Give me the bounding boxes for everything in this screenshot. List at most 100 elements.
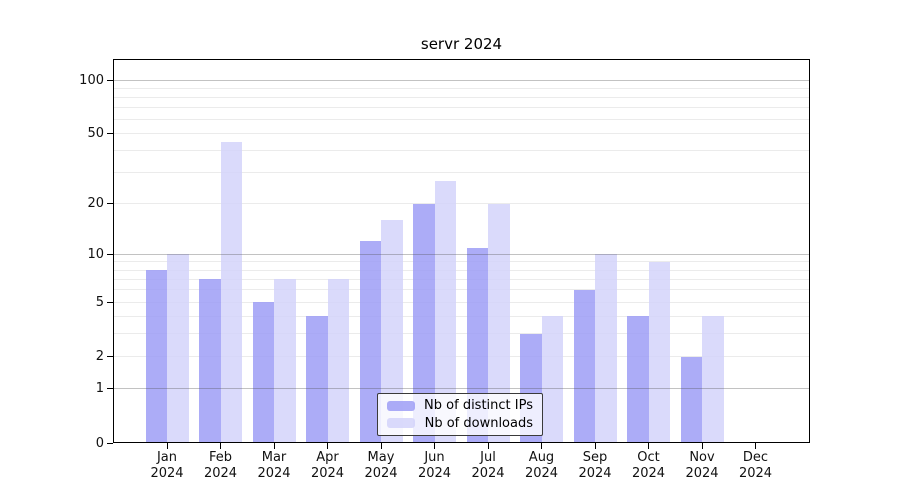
bar-distinct-ips — [306, 316, 328, 443]
x-axis-tick — [541, 443, 542, 449]
x-tick-year: 2024 — [310, 466, 345, 481]
gridline-minor — [114, 261, 809, 263]
bar-distinct-ips — [413, 203, 435, 443]
x-axis-tick-label: Jul 2024 — [460, 450, 516, 482]
x-tick-year: 2024 — [150, 466, 184, 481]
x-tick-month: Sep — [582, 450, 608, 465]
gridline-minor — [114, 203, 809, 205]
x-axis-tick-label: Dec 2024 — [728, 450, 784, 482]
x-axis-tick — [594, 443, 596, 449]
gridline-minor — [114, 356, 809, 358]
bar-downloads — [488, 203, 510, 443]
x-tick-year: 2024 — [417, 466, 452, 481]
gridline-minor — [114, 107, 809, 109]
y-axis-tick — [107, 387, 113, 389]
x-tick-month: Nov — [689, 450, 715, 465]
y-axis-tick — [107, 203, 113, 205]
x-axis-tick — [327, 443, 328, 449]
y-axis-tick-label: 0 — [95, 435, 104, 451]
x-tick-month: Aug — [528, 450, 555, 465]
bar-downloads — [541, 316, 563, 443]
bar-downloads — [167, 254, 189, 443]
x-tick-month: Dec — [742, 450, 769, 465]
y-axis-tick-label: 100 — [79, 72, 104, 88]
x-axis-tick — [755, 443, 756, 449]
bar-downloads — [595, 254, 617, 443]
x-axis-tick-label: Sep 2024 — [567, 450, 623, 482]
gridline-minor — [114, 289, 809, 291]
gridline-minor — [114, 119, 809, 121]
x-axis-tick-label: Feb 2024 — [193, 450, 249, 482]
x-tick-month: May — [367, 450, 395, 465]
legend-swatch-distinct-ips — [387, 400, 415, 411]
gridline-minor — [114, 150, 809, 152]
gridline-minor — [114, 315, 809, 317]
x-tick-year: 2024 — [203, 466, 238, 481]
x-axis-tick-label: Jan 2024 — [139, 450, 195, 482]
gridline-minor — [114, 333, 809, 335]
bar-distinct-ips — [573, 289, 595, 443]
x-axis-tick — [380, 443, 382, 449]
gridline-minor — [114, 87, 809, 89]
x-axis-tick — [273, 443, 275, 449]
legend-swatch-downloads — [387, 418, 415, 429]
x-tick-month: Mar — [261, 450, 287, 465]
bar-downloads — [220, 141, 242, 443]
gridline-minor — [114, 269, 809, 271]
x-tick-year: 2024 — [685, 466, 719, 481]
x-axis-tick-label: Mar 2024 — [246, 450, 302, 482]
y-axis-tick-label: 50 — [87, 126, 104, 142]
y-axis-tick — [107, 442, 113, 444]
x-axis-tick — [434, 443, 435, 449]
x-axis-tick-label: May 2024 — [353, 450, 409, 482]
x-tick-year: 2024 — [471, 466, 505, 481]
bar-downloads — [274, 279, 296, 443]
x-tick-month: Feb — [208, 450, 233, 465]
bar-downloads — [381, 220, 403, 443]
bar-downloads — [327, 279, 349, 443]
legend-label-downloads: Nb of downloads — [424, 415, 533, 431]
bar-distinct-ips — [252, 302, 274, 443]
gridline-minor — [114, 172, 809, 174]
x-axis-tick — [220, 443, 221, 449]
gridline-major — [114, 387, 809, 389]
gridline-minor — [114, 96, 809, 98]
x-tick-month: Apr — [316, 450, 339, 465]
y-axis-tick-label: 5 — [95, 294, 104, 310]
y-axis-tick — [107, 253, 113, 255]
x-tick-month: Jan — [156, 450, 178, 465]
legend-item-distinct-ips: Nb of distinct IPs — [387, 398, 533, 413]
y-axis-tick — [107, 133, 113, 135]
bar-distinct-ips — [359, 241, 381, 443]
gridline-minor — [114, 133, 809, 135]
y-axis-tick-label: 20 — [87, 196, 104, 212]
y-axis-tick — [107, 301, 113, 303]
x-tick-month: Oct — [637, 450, 660, 465]
x-axis-tick — [701, 443, 703, 449]
bar-distinct-ips — [680, 356, 702, 443]
legend-item-downloads: Nb of downloads — [387, 416, 533, 431]
y-axis-tick — [107, 356, 113, 358]
y-axis-tick-label: 2 — [95, 349, 104, 365]
y-axis-tick-label: 10 — [87, 246, 104, 262]
x-axis-tick-label: Nov 2024 — [674, 450, 730, 482]
y-axis-tick-label: 1 — [95, 380, 104, 396]
x-tick-year: 2024 — [631, 466, 666, 481]
bar-downloads — [648, 261, 670, 443]
x-axis-tick-label: Apr 2024 — [300, 450, 356, 482]
x-axis-tick — [648, 443, 649, 449]
x-axis-tick — [166, 443, 168, 449]
x-tick-year: 2024 — [524, 466, 559, 481]
gridline-minor — [114, 301, 809, 303]
bar-distinct-ips — [199, 279, 221, 443]
legend: Nb of distinct IPs Nb of downloads — [377, 393, 543, 436]
x-axis-tick-label: Jun 2024 — [407, 450, 463, 482]
x-tick-year: 2024 — [364, 466, 398, 481]
x-tick-year: 2024 — [257, 466, 291, 481]
x-tick-month: Jun — [424, 450, 445, 465]
bar-downloads — [702, 316, 724, 443]
bar-distinct-ips — [145, 270, 167, 443]
x-tick-year: 2024 — [738, 466, 773, 481]
x-axis-tick — [487, 443, 489, 449]
